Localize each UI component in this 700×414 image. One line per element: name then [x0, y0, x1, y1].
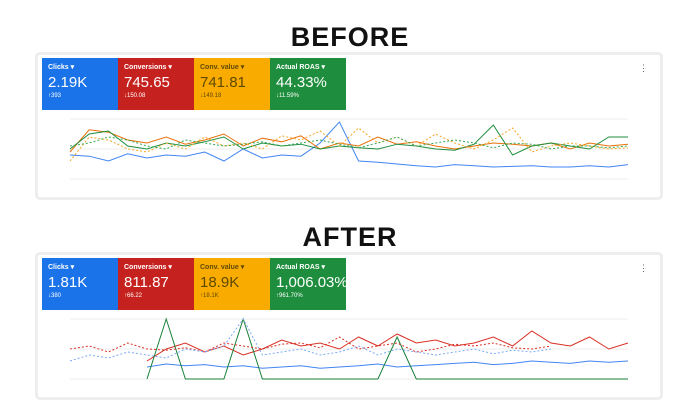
series-line	[69, 127, 629, 162]
metric-label[interactable]: Actual ROAS ▾	[276, 264, 326, 271]
metric-label[interactable]: Clicks ▾	[48, 64, 75, 71]
metric-tiles: Clicks ▾ 1.81K ↓380 Conversions ▾ 811.87…	[42, 258, 348, 310]
metric-label[interactable]: Actual ROAS ▾	[276, 64, 326, 71]
series-line	[146, 317, 628, 380]
metric-change: ↑961.70%	[276, 293, 303, 299]
metric-tile[interactable]: Conv. value ▾ 18.9K ↑18.1K	[194, 258, 270, 310]
metric-tiles: Clicks ▾ 2.19K ↑393 Conversions ▾ 745.65…	[42, 58, 346, 110]
metric-label[interactable]: Conv. value ▾	[200, 64, 245, 71]
series-line	[69, 318, 552, 362]
metric-value: 1,006.03%	[276, 274, 348, 291]
metric-tile[interactable]: Clicks ▾ 2.19K ↑393	[42, 58, 118, 110]
metric-tile[interactable]: Conversions ▾ 811.87 ↑66.22	[118, 258, 194, 310]
metric-change: ↓150.08	[124, 93, 146, 99]
metric-tile[interactable]: Actual ROAS ▾ 1,006.03% ↑961.70%	[270, 258, 348, 310]
metric-tile[interactable]: Actual ROAS ▾ 44.33% ↓11.59%	[270, 58, 346, 110]
section-heading: AFTER	[302, 222, 398, 252]
metric-label[interactable]: Clicks ▾	[48, 264, 75, 271]
series-line	[69, 336, 552, 353]
more-vert-icon[interactable]: ⋮	[639, 263, 648, 273]
metric-change: ↑66.22	[124, 293, 143, 299]
performance-card: Clicks ▾ 1.81K ↓380 Conversions ▾ 811.87…	[38, 255, 660, 397]
line-chart	[69, 317, 629, 380]
series-line	[69, 136, 629, 150]
series-line	[146, 360, 629, 369]
metric-change: ↓11.59%	[276, 93, 299, 99]
metric-tile[interactable]: Conv. value ▾ 741.81 ↓149.18	[194, 58, 270, 110]
metric-label[interactable]: Conv. value ▾	[200, 264, 245, 271]
metric-value: 18.9K	[200, 274, 240, 291]
metric-value: 745.65	[124, 74, 170, 91]
metric-change: ↓380	[48, 293, 62, 299]
metric-change: ↑393	[48, 93, 62, 99]
performance-card: Clicks ▾ 2.19K ↑393 Conversions ▾ 745.65…	[38, 55, 660, 197]
metric-value: 2.19K	[48, 74, 88, 91]
metric-tile[interactable]: Conversions ▾ 745.65 ↓150.08	[118, 58, 194, 110]
series-line	[69, 124, 628, 156]
more-vert-icon[interactable]: ⋮	[639, 63, 648, 73]
metric-change: ↓149.18	[200, 93, 222, 99]
metric-value: 1.81K	[48, 274, 88, 291]
metric-value: 741.81	[200, 74, 246, 91]
line-chart	[69, 118, 629, 180]
metric-tile[interactable]: Clicks ▾ 1.81K ↓380	[42, 258, 118, 310]
metric-label[interactable]: Conversions ▾	[124, 64, 172, 71]
section-heading: BEFORE	[290, 22, 410, 52]
metric-change: ↑18.1K	[200, 293, 219, 299]
metric-value: 44.33%	[276, 74, 327, 91]
metric-label[interactable]: Conversions ▾	[124, 264, 172, 271]
metric-value: 811.87	[124, 274, 169, 291]
series-line	[146, 330, 629, 362]
series-line	[69, 121, 629, 168]
